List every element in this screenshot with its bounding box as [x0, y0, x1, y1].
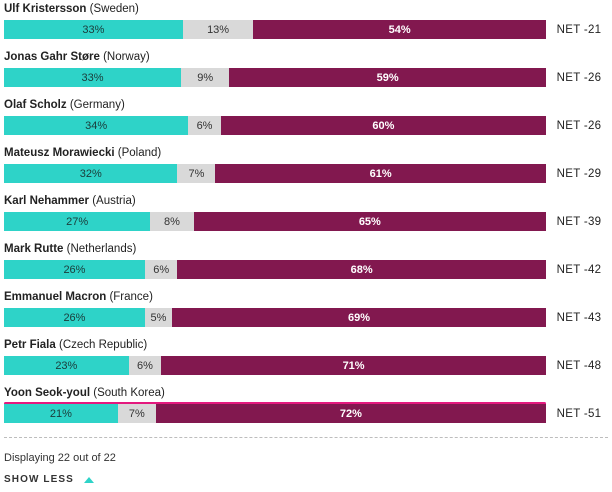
- leader-row: Mateusz Morawiecki (Poland) 32% 7% 61% NET -…: [0, 146, 612, 194]
- leader-country: Norway: [106, 51, 146, 63]
- leader-row: Olaf Scholz (Germany) 34% 6% 60% NET -26: [0, 98, 612, 146]
- net-score: NET -51: [556, 407, 602, 420]
- disapprove-segment: 59%: [229, 68, 546, 87]
- leader-row: Petr Fiala (Czech Republic) 23% 6% 71% NET -…: [0, 338, 612, 386]
- leader-row: Yoon Seok-youl (South Korea) 21% 7% 72% NET …: [0, 386, 612, 434]
- highlight-line: [4, 402, 546, 405]
- leader-row: Karl Nehammer (Austria) 27% 8% 65% NET -39: [0, 194, 612, 242]
- unsure-segment: 8%: [150, 212, 194, 231]
- approve-segment: 26%: [4, 260, 145, 279]
- leader-country: France: [113, 291, 150, 303]
- disapprove-segment: 71%: [161, 356, 546, 375]
- stacked-bar: 26% 5% 69%: [4, 308, 546, 327]
- approve-segment: 33%: [4, 68, 182, 87]
- disapprove-segment: 65%: [193, 212, 546, 231]
- leader-country: Sweden: [93, 3, 136, 15]
- stacked-bar: 33% 9% 59%: [4, 68, 546, 87]
- disapprove-segment: 68%: [177, 260, 546, 279]
- unsure-segment: 7%: [177, 164, 216, 183]
- net-score: NET -29: [556, 167, 602, 180]
- disapprove-segment: 60%: [220, 116, 546, 135]
- chevron-up-icon: [83, 476, 94, 483]
- show-less-label: SHOW LESS: [4, 474, 74, 485]
- leader-label: Mateusz Morawiecki (Poland): [4, 147, 162, 159]
- disapprove-segment: 72%: [155, 404, 546, 423]
- approval-chart: Ulf Kristersson (Sweden) 33% 13% 54% NET -21…: [0, 2, 612, 423]
- leader-label: Jonas Gahr Støre (Norway): [4, 51, 150, 63]
- leader-label: Karl Nehammer (Austria): [4, 195, 136, 207]
- leader-name: Karl Nehammer: [4, 195, 90, 207]
- show-less-button[interactable]: SHOW LESS: [4, 474, 94, 485]
- net-score: NET -39: [556, 215, 602, 228]
- leader-country: Czech Republic: [62, 339, 144, 351]
- leader-label: Ulf Kristersson (Sweden): [4, 3, 139, 15]
- leader-name: Mateusz Morawiecki: [4, 147, 115, 159]
- leader-label: Yoon Seok-youl (South Korea): [4, 387, 165, 399]
- leader-row: Emmanuel Macron (France) 26% 5% 69% NET -43: [0, 290, 612, 338]
- leader-name: Yoon Seok-youl: [4, 387, 91, 399]
- leader-name: Ulf Kristersson: [4, 3, 87, 15]
- leader-country: Netherlands: [70, 243, 133, 255]
- net-score: NET -21: [556, 23, 602, 36]
- net-score: NET -48: [556, 359, 602, 372]
- unsure-segment: 13%: [182, 20, 254, 39]
- stacked-bar: 27% 8% 65%: [4, 212, 546, 231]
- leader-name: Petr Fiala: [4, 339, 56, 351]
- leader-label: Mark Rutte (Netherlands): [4, 243, 137, 255]
- stacked-bar: 34% 6% 60%: [4, 116, 546, 135]
- stacked-bar: 23% 6% 71%: [4, 356, 546, 375]
- unsure-segment: 6%: [144, 260, 178, 279]
- leader-label: Olaf Scholz (Germany): [4, 99, 125, 111]
- disapprove-segment: 61%: [215, 164, 546, 183]
- leader-row: Ulf Kristersson (Sweden) 33% 13% 54% NET -21: [0, 2, 612, 50]
- stacked-bar: 21% 7% 72%: [4, 404, 546, 423]
- unsure-segment: 9%: [181, 68, 230, 87]
- stacked-bar: 32% 7% 61%: [4, 164, 546, 183]
- net-score: NET -42: [556, 263, 602, 276]
- leader-row: Mark Rutte (Netherlands) 26% 6% 68% NET -42: [0, 242, 612, 290]
- net-score: NET -26: [556, 119, 602, 132]
- leader-country: Germany: [73, 99, 121, 111]
- unsure-segment: 7%: [117, 404, 156, 423]
- leader-name: Mark Rutte: [4, 243, 64, 255]
- approve-segment: 33%: [4, 20, 183, 39]
- leader-name: Jonas Gahr Støre: [4, 51, 100, 63]
- leader-name: Emmanuel Macron: [4, 291, 107, 303]
- disapprove-segment: 69%: [172, 308, 546, 327]
- approve-segment: 27%: [4, 212, 151, 231]
- divider: [4, 437, 608, 438]
- leader-name: Olaf Scholz: [4, 99, 67, 111]
- unsure-segment: 5%: [144, 308, 172, 327]
- leader-row: Jonas Gahr Støre (Norway) 33% 9% 59% NET -26: [0, 50, 612, 98]
- leader-country: Poland: [121, 147, 158, 159]
- unsure-segment: 6%: [128, 356, 162, 375]
- net-score: NET -26: [556, 71, 602, 84]
- stacked-bar: 26% 6% 68%: [4, 260, 546, 279]
- disapprove-segment: 54%: [253, 20, 546, 39]
- approve-segment: 34%: [4, 116, 189, 135]
- display-count: Displaying 22 out of 22: [4, 452, 116, 464]
- unsure-segment: 6%: [188, 116, 221, 135]
- leader-label: Petr Fiala (Czech Republic): [4, 339, 148, 351]
- stacked-bar: 33% 13% 54%: [4, 20, 546, 39]
- approve-segment: 23%: [4, 356, 129, 375]
- leader-country: Austria: [96, 195, 132, 207]
- approve-segment: 32%: [4, 164, 178, 183]
- net-score: NET -43: [556, 311, 602, 324]
- approve-segment: 21%: [4, 404, 118, 423]
- leader-country: South Korea: [97, 387, 162, 399]
- leader-label: Emmanuel Macron (France): [4, 291, 153, 303]
- approve-segment: 26%: [4, 308, 145, 327]
